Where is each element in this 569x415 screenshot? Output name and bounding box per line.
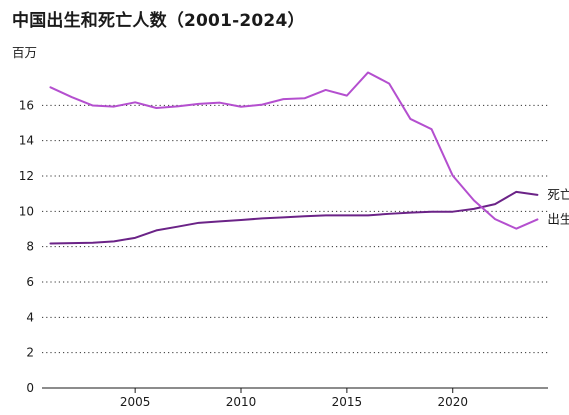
x-tick-label-2020: 2020: [437, 395, 468, 409]
y-tick-label-2: 2: [26, 346, 34, 360]
x-tick-label-2010: 2010: [226, 395, 257, 409]
y-tick-label-14: 14: [19, 134, 34, 148]
y-tick-label-8: 8: [26, 240, 34, 254]
series-label-0: 死亡: [547, 187, 569, 202]
x-tick-label-2015: 2015: [332, 395, 363, 409]
y-axis-ticks: 0 2 4 6 8 10 12 14 16: [19, 98, 34, 395]
series-line-0: [49, 190, 539, 245]
x-tick-label-2005: 2005: [120, 395, 151, 409]
y-tick-label-4: 4: [26, 310, 34, 324]
series-line-1: [49, 71, 539, 230]
series-label-1: 出生: [547, 211, 569, 226]
y-tick-label-10: 10: [19, 204, 34, 218]
y-tick-label-0: 0: [26, 381, 34, 395]
chart-title: 中国出生和死亡人数（2001-2024）: [12, 11, 305, 31]
y-tick-label-12: 12: [19, 169, 34, 183]
grid-layer: [42, 104, 548, 389]
series-layer: [49, 71, 539, 245]
unit-label: 百万: [12, 45, 38, 60]
y-tick-label-16: 16: [19, 98, 34, 112]
y-tick-label-6: 6: [26, 275, 34, 289]
x-axis-ticks: 2005 2010 2015 2020: [120, 388, 468, 409]
